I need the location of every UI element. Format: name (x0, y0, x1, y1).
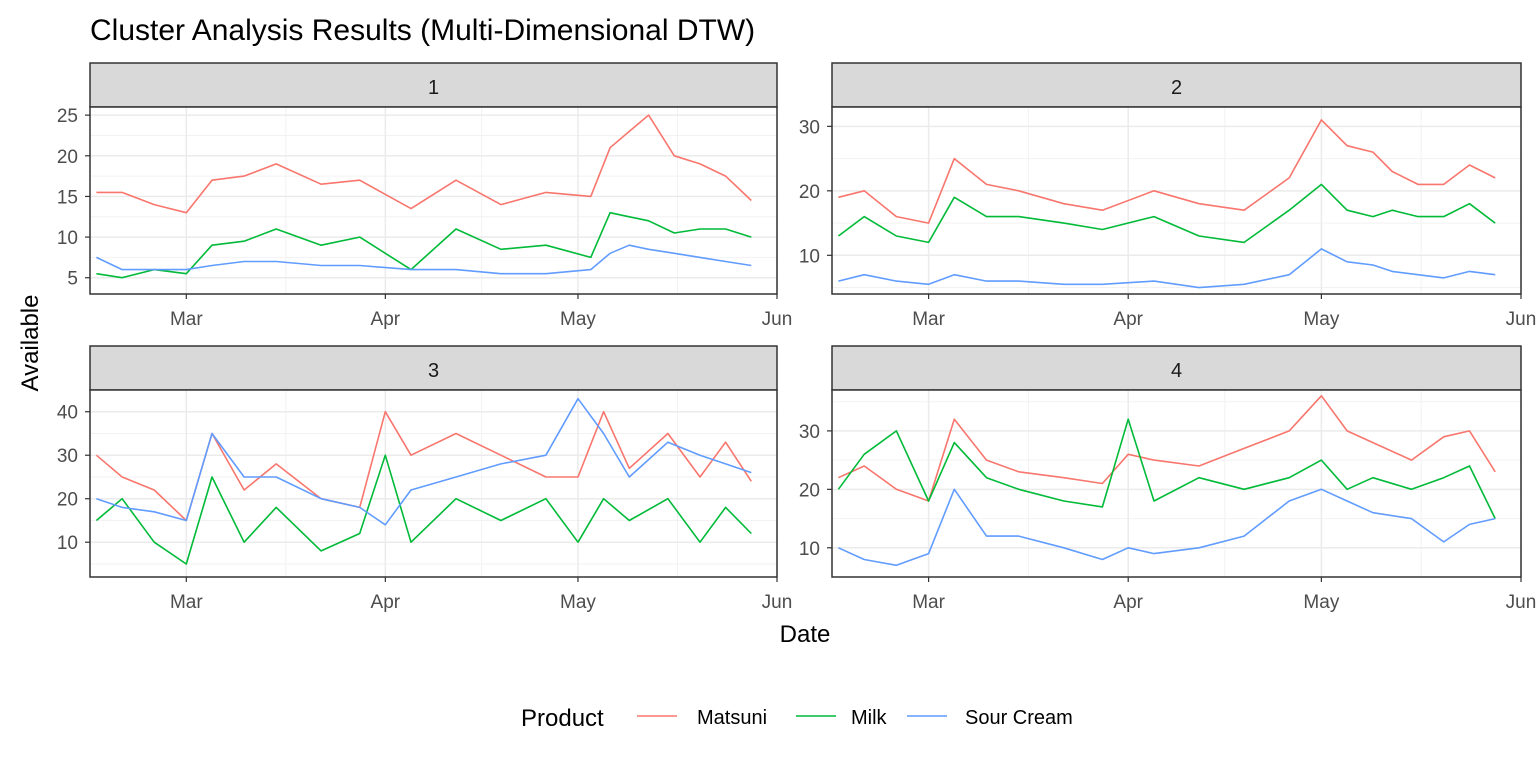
legend-label-milk: Milk (851, 707, 888, 729)
series-line-milk (96, 211, 752, 279)
panel-border (831, 106, 1522, 295)
facet-strip-1 (89, 62, 778, 108)
facet-panel-4: 4 10 20 30 Mar Apr May Jun (799, 345, 1536, 613)
y-tick-label: 20 (57, 147, 78, 168)
facet-strip-label: 3 (428, 360, 439, 382)
x-tick-label: Mar (170, 592, 203, 613)
y-tick-label: 30 (799, 117, 820, 138)
x-tick-label: May (560, 309, 596, 330)
x-tick-label: Apr (1113, 309, 1143, 330)
x-tick-label: Mar (170, 309, 203, 330)
facet-strip-label: 4 (1171, 360, 1182, 382)
y-tick-label: 20 (799, 182, 820, 203)
legend-title: Product (521, 705, 604, 732)
y-tick-label: 15 (57, 187, 78, 208)
facet-strip-4 (831, 345, 1522, 391)
facet-panel-3: 3 10 20 30 40 Mar Apr May Jun (57, 345, 793, 613)
x-tick-label: Apr (371, 592, 401, 613)
y-tick-label: 10 (799, 539, 820, 560)
y-tick-label: 10 (799, 246, 820, 267)
legend-label-sour-cream: Sour Cream (965, 707, 1073, 729)
panel-background (832, 390, 1521, 577)
x-tick-label: Jun (1506, 309, 1536, 330)
y-tick-label: 40 (57, 403, 78, 424)
chart-title: Cluster Analysis Results (Multi-Dimensio… (90, 14, 755, 47)
series-line-sour-cream (96, 244, 752, 275)
x-tick-label: Jun (762, 592, 793, 613)
y-tick-label: 5 (67, 269, 78, 290)
series-line-sour-cream (838, 488, 1496, 567)
series-line-sour-cream (838, 248, 1496, 289)
legend-label-matsuni: Matsuni (697, 707, 767, 729)
x-tick-label: Jun (1506, 592, 1536, 613)
series-line-matsuni (838, 119, 1496, 224)
panel-border (89, 389, 778, 578)
panel-background (832, 107, 1521, 294)
y-axis-title: Available (17, 295, 44, 392)
y-tick-label: 25 (57, 106, 78, 127)
panel-border (831, 389, 1522, 578)
series-line-matsuni (838, 394, 1496, 502)
facet-strip-3 (89, 345, 778, 391)
panel-border (89, 106, 778, 295)
series-line-milk (837, 183, 1496, 244)
x-tick-label: Apr (371, 309, 401, 330)
series-line-milk (95, 454, 752, 565)
x-tick-label: Mar (912, 592, 945, 613)
series-line-matsuni (96, 114, 752, 214)
y-tick-label: 10 (57, 228, 78, 249)
x-tick-label: Mar (912, 309, 945, 330)
legend: Product Matsuni Milk Sour Cream (521, 705, 1073, 732)
facet-strip-label: 2 (1171, 77, 1182, 99)
facet-panel-2: 2 10 20 30 Mar Apr May Jun (799, 62, 1536, 330)
x-tick-label: May (1303, 592, 1339, 613)
x-axis-title: Date (780, 621, 831, 648)
x-tick-label: May (1303, 309, 1339, 330)
y-tick-label: 10 (57, 533, 78, 554)
x-tick-label: Jun (762, 309, 793, 330)
y-tick-label: 20 (57, 490, 78, 511)
y-tick-label: 30 (57, 446, 78, 467)
x-tick-label: Apr (1113, 592, 1143, 613)
x-tick-label: May (560, 592, 596, 613)
y-tick-label: 30 (799, 422, 820, 443)
y-tick-label: 20 (799, 480, 820, 501)
series-line-sour-cream (96, 397, 752, 526)
facet-strip-label: 1 (428, 77, 439, 99)
series-line-milk (837, 418, 1496, 519)
